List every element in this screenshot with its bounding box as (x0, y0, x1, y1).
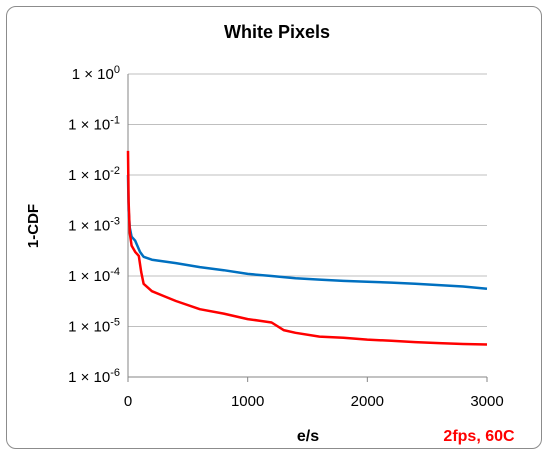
chart-frame (6, 6, 542, 449)
y-tick-labels: 1 × 100 1 × 10-1 1 × 10-2 1 × 10-3 1 × 10-4 1… (68, 64, 120, 386)
x-tick-label: 3000 (470, 393, 503, 410)
x-tick-label: 0 (124, 393, 132, 410)
y-tick-label: 1 × 10-1 (68, 115, 120, 134)
y-tick-label: 1 × 10-5 (68, 317, 120, 336)
y-tick-label: 1 × 10-6 (68, 367, 120, 386)
x-tick-label: 2000 (351, 393, 384, 410)
x-axis-label: e/s (297, 428, 319, 445)
grid-lines (128, 73, 487, 327)
y-tick-label: 1 × 10-2 (68, 165, 120, 184)
series-lines (126, 150, 488, 346)
chart-title: White Pixels (224, 22, 330, 42)
series-line-1 (126, 174, 488, 290)
y-tick-label: 1 × 10-4 (68, 266, 120, 285)
y-tick-label: 1 × 10-3 (68, 216, 120, 235)
axes (127, 74, 487, 378)
y-axis-label: 1-CDF (25, 204, 42, 248)
y-tick-label: 1 × 100 (72, 64, 120, 83)
series-line-2 (126, 150, 488, 346)
x-tick-labels: 0 1000 2000 3000 (124, 377, 504, 410)
x-tick-label: 1000 (231, 393, 264, 410)
annotation-label: 2fps, 60C (443, 428, 515, 445)
